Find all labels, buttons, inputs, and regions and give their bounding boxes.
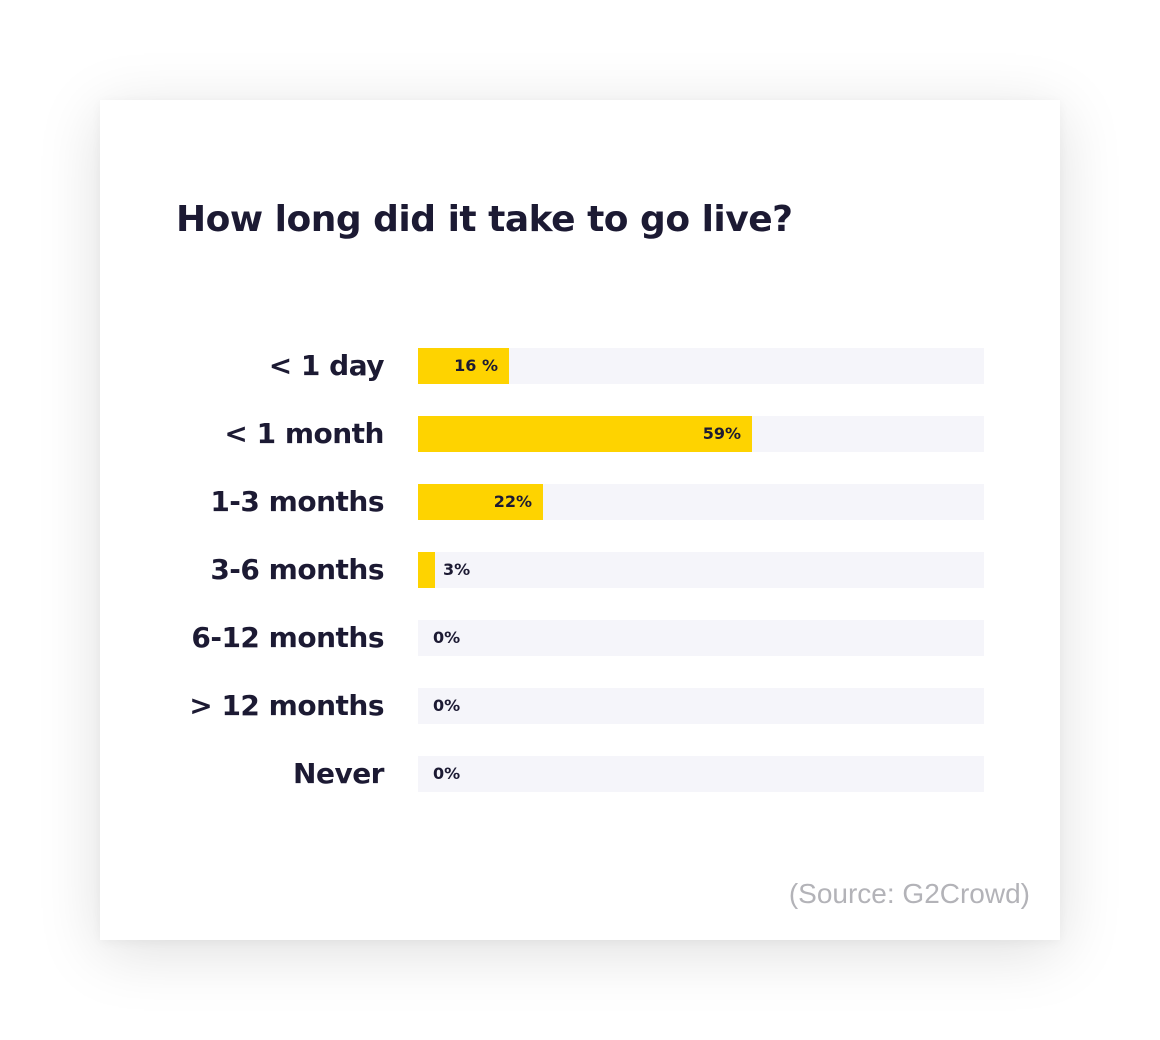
bar-track: 16 % [418, 348, 984, 384]
bar-row: 6-12 months 0% [100, 620, 1060, 656]
bar [418, 552, 435, 588]
bar-track: 0% [418, 756, 984, 792]
chart-title: How long did it take to go live? [176, 199, 793, 240]
chart-card: How long did it take to go live? < 1 day… [100, 100, 1060, 940]
category-label: 6-12 months [191, 621, 384, 654]
value-label: 22% [493, 492, 532, 511]
category-label: 1-3 months [210, 485, 384, 518]
value-label: 16 % [454, 356, 498, 375]
value-label: 59% [702, 424, 741, 443]
category-label: 3-6 months [210, 553, 384, 586]
category-label: < 1 day [268, 349, 385, 382]
category-label: Never [293, 757, 384, 790]
bar-row: 1-3 months 22% [100, 484, 1060, 520]
bar [418, 348, 509, 384]
bar-row: > 12 months 0% [100, 688, 1060, 724]
bar-track: 0% [418, 620, 984, 656]
category-label: < 1 month [224, 417, 384, 450]
bar [418, 416, 752, 452]
category-label: > 12 months [189, 689, 384, 722]
bar-track: 0% [418, 688, 984, 724]
bar-track: 3% [418, 552, 984, 588]
bar-row: 3-6 months 3% [100, 552, 1060, 588]
bar-track: 59% [418, 416, 984, 452]
source-note: (Source: G2Crowd) [788, 878, 1030, 909]
value-label: 0% [433, 628, 461, 647]
value-label: 0% [433, 764, 461, 783]
bar [418, 484, 543, 520]
bar-row: Never 0% [100, 756, 1060, 792]
value-label: 3% [443, 560, 471, 579]
bar-row: < 1 month 59% [100, 416, 1060, 452]
value-label: 0% [433, 696, 461, 715]
bar-row: < 1 day 16 % [100, 348, 1060, 384]
bar-track: 22% [418, 484, 984, 520]
